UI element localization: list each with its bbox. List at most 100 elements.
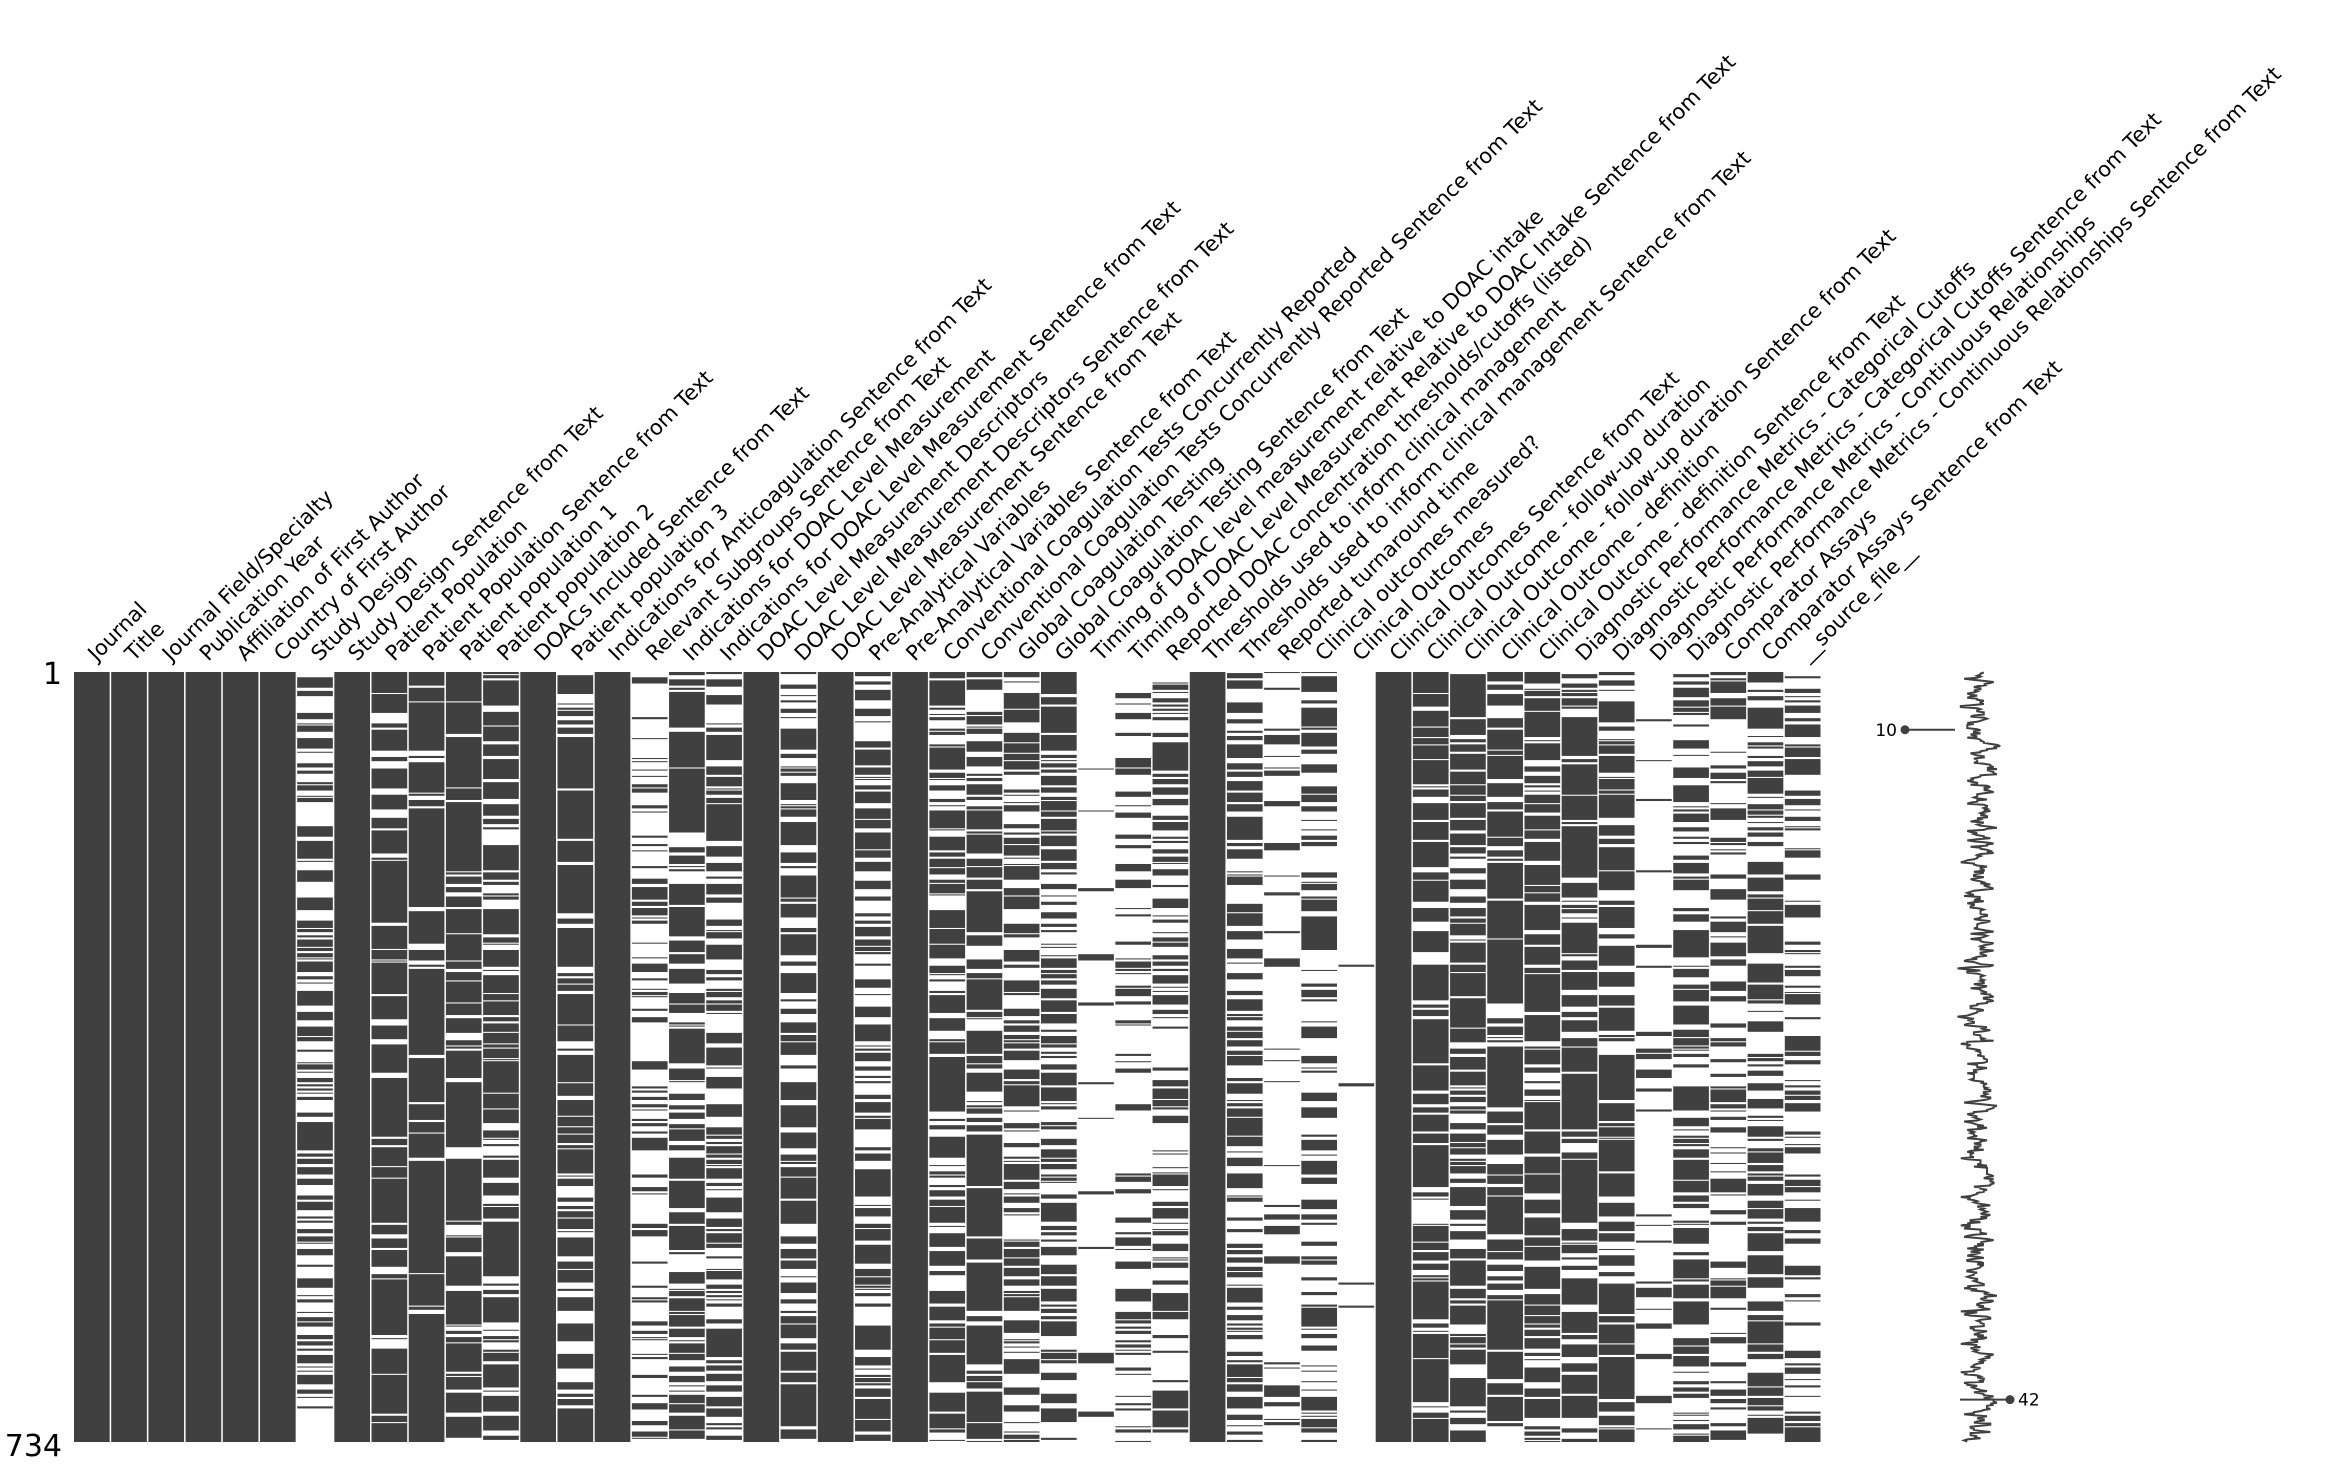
present-block (1673, 1338, 1709, 1346)
present-block (557, 840, 594, 862)
present-block (669, 1328, 705, 1338)
present-block (1673, 989, 1709, 1002)
present-block (1152, 742, 1189, 771)
present-block (297, 1317, 333, 1322)
present-block (1040, 796, 1077, 800)
present-block (631, 1086, 668, 1089)
present-block (1710, 1059, 1747, 1063)
present-block (1747, 1414, 1784, 1416)
present-block (669, 940, 705, 953)
present-block (1152, 961, 1189, 966)
present-block (1784, 798, 1821, 806)
present-block (1226, 973, 1263, 980)
present-block (445, 1221, 482, 1225)
present-block (669, 1004, 705, 1013)
present-block (1412, 745, 1449, 760)
present-block (1747, 1233, 1784, 1252)
present-block (1487, 1423, 1523, 1427)
present-block (1003, 896, 1040, 910)
present-block (557, 727, 594, 734)
present-block (1412, 1198, 1449, 1200)
present-block (1784, 941, 1821, 945)
present-block (1301, 1389, 1338, 1391)
present-block (1301, 881, 1338, 883)
present-block (1784, 705, 1821, 713)
present-block (631, 978, 668, 981)
present-block (557, 1205, 594, 1210)
present-block (1524, 1398, 1561, 1418)
present-block (929, 713, 966, 716)
present-block (297, 1064, 333, 1070)
present-block (1115, 1068, 1152, 1073)
present-block (1003, 789, 1040, 793)
present-block (1301, 749, 1338, 754)
present-block (780, 898, 817, 902)
present-block (1673, 1279, 1709, 1282)
present-block (966, 1055, 1003, 1064)
present-block (1301, 983, 1338, 987)
present-block (557, 1197, 594, 1202)
present-block (408, 702, 445, 751)
present-block (1450, 908, 1486, 917)
present-block (1301, 707, 1338, 727)
present-block (780, 866, 817, 869)
present-block (1040, 1437, 1077, 1440)
present-block (855, 1169, 891, 1197)
present-block (929, 1039, 966, 1042)
present-block (1487, 939, 1523, 1004)
present-block (855, 1285, 891, 1288)
present-block (483, 994, 519, 1001)
present-block (1673, 1149, 1709, 1158)
present-block (929, 1042, 966, 1054)
matrix-column-10 (408, 672, 445, 1442)
present-block (557, 978, 594, 984)
present-block (669, 1394, 705, 1404)
present-block (1487, 1300, 1523, 1350)
present-block (669, 1366, 705, 1372)
present-block (1301, 1304, 1338, 1307)
present-block (1524, 815, 1561, 830)
present-block (706, 672, 742, 675)
present-block (631, 1421, 668, 1426)
present-block (1301, 1256, 1338, 1260)
present-block (1598, 1123, 1635, 1127)
present-block (706, 1385, 742, 1392)
present-block (780, 934, 817, 956)
present-block (1301, 1396, 1338, 1411)
present-block (557, 927, 594, 967)
present-block (408, 1274, 445, 1306)
present-block (445, 802, 482, 872)
present-block (1450, 1210, 1486, 1220)
present-block (483, 1329, 519, 1331)
present-block (1450, 1096, 1486, 1103)
present-block (780, 1022, 817, 1033)
present-block (817, 672, 854, 1442)
present-block (445, 1158, 482, 1221)
present-block (1598, 1344, 1635, 1355)
present-block (297, 826, 333, 837)
present-block (1747, 1152, 1784, 1163)
present-block (1301, 1415, 1338, 1417)
present-block (1673, 1138, 1709, 1144)
present-block (1040, 955, 1077, 957)
present-block (1152, 942, 1189, 947)
present-block (1747, 827, 1784, 831)
present-block (483, 1289, 519, 1295)
present-block (855, 1048, 891, 1051)
present-block (631, 942, 668, 944)
present-block (1561, 706, 1598, 709)
present-block (1747, 746, 1784, 749)
present-block (297, 1077, 333, 1083)
present-block (1152, 1243, 1189, 1252)
present-block (1412, 1019, 1449, 1064)
present-block (1264, 931, 1300, 934)
present-block (1226, 1351, 1263, 1356)
present-block (1115, 958, 1152, 960)
present-block (1747, 1115, 1784, 1118)
present-block (297, 690, 333, 697)
present-block (1040, 1029, 1077, 1032)
present-block (929, 810, 966, 829)
present-block (929, 747, 966, 770)
present-block (966, 1108, 1003, 1114)
present-block (557, 737, 594, 789)
